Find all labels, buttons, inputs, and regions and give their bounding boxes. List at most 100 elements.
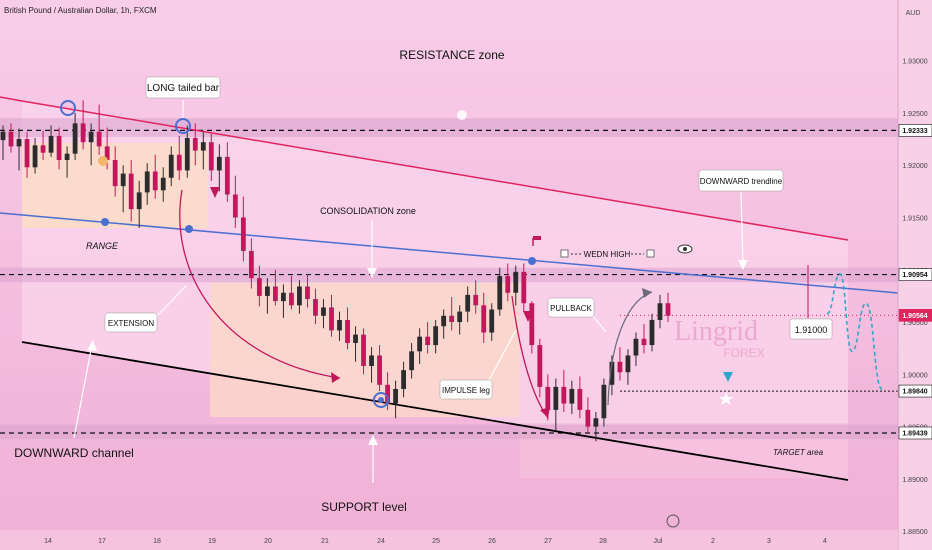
long-tailed-label-box [145, 76, 221, 99]
candle-body [465, 294, 471, 312]
candle-body [537, 345, 543, 387]
candle-body [649, 319, 655, 346]
candle-body [256, 278, 262, 296]
projection-arrow-head [723, 372, 733, 382]
time-axis: 14 17 18 19 20 21 24 25 26 27 28 Jul 2 3 4 [44, 538, 827, 545]
price-box-label: 1.91000 [795, 325, 828, 335]
candle-body [64, 153, 70, 160]
candle-body [521, 271, 527, 304]
x-tick-label: 19 [208, 538, 216, 545]
target-area-label: TARGET area [773, 448, 824, 457]
dot-marker [378, 397, 384, 403]
extension-curve-arrow [179, 189, 341, 379]
projection-path [826, 273, 883, 390]
alert-icon [457, 110, 467, 120]
candle-body [16, 139, 22, 147]
candle-body [377, 355, 382, 385]
impulse-label-box [439, 379, 493, 400]
chart-title: British Pound / Australian Dollar, 1h, F… [4, 6, 157, 15]
candle-body [401, 370, 407, 389]
candle-body [200, 142, 206, 151]
currency-label: AUD [906, 10, 921, 17]
price-tag-box [898, 268, 932, 281]
x-tick-label: 28 [599, 538, 607, 545]
candle-body [56, 135, 62, 160]
consolidation-pointer-head [367, 268, 377, 278]
candle-body [433, 326, 439, 346]
price-tag-box [898, 384, 932, 398]
impulse-pointer-line [487, 329, 517, 383]
extension-arrow-head [331, 372, 340, 383]
support-pointer-head [368, 435, 378, 445]
zone-band [0, 118, 898, 137]
zone-band [0, 267, 898, 283]
y-tick-label: 1.90000 [902, 372, 927, 379]
star-icon [719, 392, 733, 405]
x-tick-label: 25 [432, 538, 440, 545]
candle-body [473, 294, 479, 306]
x-tick-label: 2 [711, 538, 715, 545]
candle-body [577, 388, 583, 410]
candle-body [160, 177, 166, 191]
lightning-icon [666, 514, 680, 528]
channel-pointer-head [87, 340, 97, 351]
x-tick-label: 3 [767, 538, 771, 545]
candle-body [337, 319, 342, 331]
small-icons [98, 110, 733, 528]
candle-body [601, 384, 607, 419]
candle-body [112, 159, 118, 187]
candle-body [545, 386, 551, 410]
down-arrow-icon [210, 187, 220, 198]
candle-body [104, 146, 110, 160]
candle-body [152, 171, 158, 191]
candle-body [361, 334, 366, 366]
level-lines [0, 129, 898, 434]
candle-body [449, 315, 455, 323]
candle-body [385, 384, 390, 404]
x-tick-label: 14 [44, 538, 52, 545]
x-tick-label: 18 [153, 538, 161, 545]
down-arrow-icon [523, 311, 533, 322]
price-tag-box [898, 309, 932, 322]
candle-body [40, 145, 46, 153]
x-tick-label: 21 [321, 538, 329, 545]
candle-body [80, 123, 86, 143]
candle-body [313, 299, 318, 316]
candle-body [208, 142, 214, 171]
circle-marker [175, 118, 191, 134]
y-tick-label: 1.92000 [902, 163, 927, 170]
x-tick-label: 4 [823, 538, 827, 545]
impulse-arrow-head [540, 407, 550, 418]
candle-body [120, 173, 126, 187]
candle-body [240, 217, 246, 251]
candle-body [633, 338, 639, 356]
wedn-high-label: WEDN HIGH [584, 250, 631, 259]
candle-body [561, 386, 567, 404]
candle-body [8, 131, 14, 147]
candle-body [248, 250, 254, 279]
candle-body [569, 388, 575, 404]
candle-body [136, 192, 142, 210]
black-channel-line [21, 341, 849, 481]
circle-marker [60, 100, 76, 116]
candle-body [232, 194, 238, 218]
dot-marker [528, 257, 536, 265]
candle-body [289, 292, 294, 306]
candle-body [96, 131, 102, 147]
channel-pointer-line [73, 344, 93, 439]
blue-trendline [0, 212, 899, 294]
candle-body [553, 386, 559, 410]
candle-body [617, 361, 623, 373]
downward-channel-label: DOWNWARD channel [14, 446, 134, 460]
candle-body [128, 173, 134, 210]
candle-body [393, 388, 398, 404]
candle-body [281, 292, 286, 302]
flag-icon [533, 236, 541, 240]
y-tick-label: 1.88500 [902, 529, 927, 536]
eye-pupil-icon [683, 247, 687, 251]
y-tick-label: 1.93000 [902, 59, 927, 66]
consolidation-label: CONSOLIDATION zone [320, 206, 416, 216]
candle-body [481, 305, 487, 333]
range-label: RANGE [86, 241, 119, 251]
